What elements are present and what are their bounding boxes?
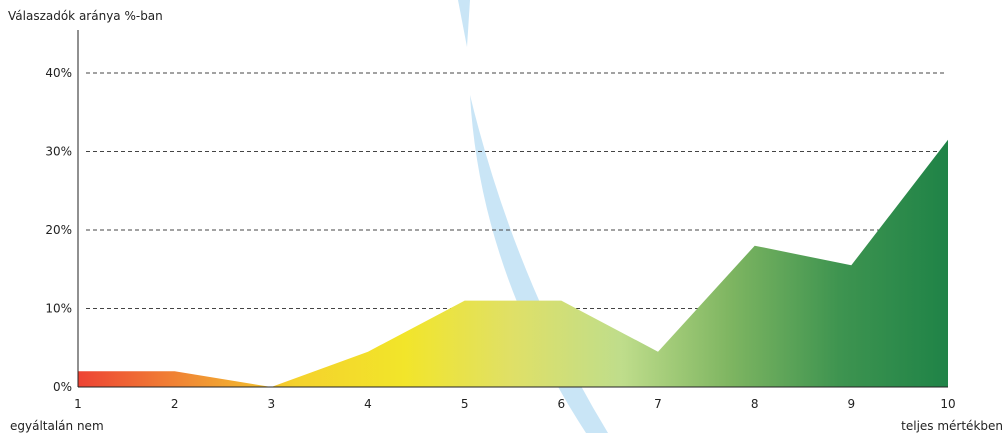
y-tick-label: 20% xyxy=(45,223,72,237)
x-tick-label: 4 xyxy=(364,397,372,411)
y-tick-labels: 0% 10% 20% 30% 40% xyxy=(45,66,72,394)
x-tick-label: 1 xyxy=(74,397,82,411)
y-tick-label: 0% xyxy=(53,380,72,394)
decorative-swoosh xyxy=(458,0,608,433)
x-end-label-right: teljes mértékben xyxy=(901,419,1003,433)
x-tick-label: 3 xyxy=(268,397,276,411)
x-tick-label: 6 xyxy=(558,397,566,411)
swoosh-top-segment xyxy=(458,0,470,47)
y-tick-label: 40% xyxy=(45,66,72,80)
x-tick-labels: 1 2 3 4 5 6 7 8 9 10 xyxy=(74,397,955,411)
x-tick-label: 7 xyxy=(654,397,662,411)
x-end-label-left: egyáltalán nem xyxy=(10,419,104,433)
x-tick-label: 10 xyxy=(940,397,955,411)
y-axis-title: Válaszadók aránya %-ban xyxy=(8,9,163,23)
y-tick-label: 10% xyxy=(45,302,72,316)
area-series xyxy=(78,139,948,387)
x-tick-label: 9 xyxy=(848,397,856,411)
x-tick-label: 5 xyxy=(461,397,469,411)
y-tick-label: 30% xyxy=(45,145,72,159)
x-tick-label: 8 xyxy=(751,397,759,411)
x-tick-label: 2 xyxy=(171,397,179,411)
